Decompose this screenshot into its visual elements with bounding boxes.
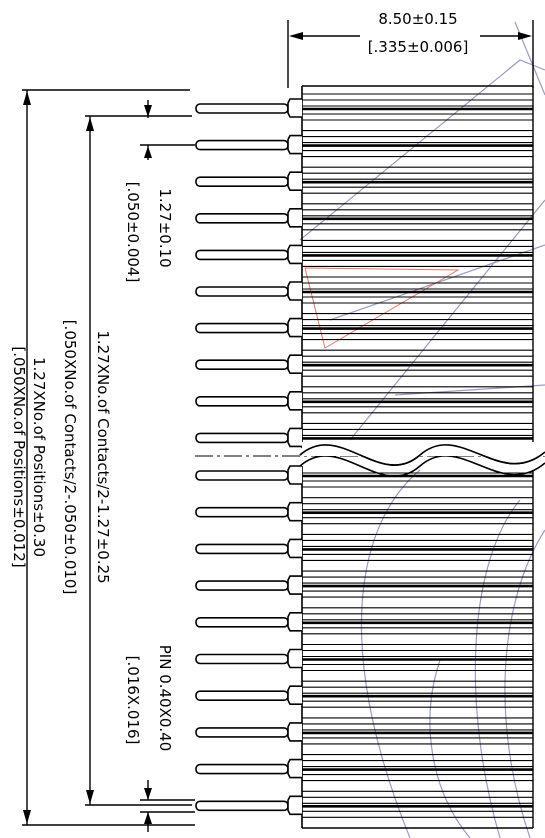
pin-3 [195, 176, 289, 187]
contact-tab-1 [287, 98, 302, 118]
pin-16 [195, 653, 289, 665]
pin-18 [195, 727, 289, 738]
width-dimension [287, 20, 534, 88]
contact-tab-9 [287, 391, 302, 411]
contact-tab-10 [287, 427, 302, 448]
pin-7 [195, 322, 289, 334]
pin-20 [195, 800, 289, 812]
contact-tab-19 [287, 758, 302, 779]
pin-8 [195, 359, 289, 371]
pin-17 [195, 690, 289, 702]
break-line [195, 442, 545, 477]
pin-6 [195, 286, 289, 297]
pin-in-label: [.016X.016] [124, 656, 142, 745]
rotated-labels: [.050XNo.of Positions±0.012] 1.27XNo.of … [10, 182, 174, 752]
contact-tab-11 [287, 465, 302, 485]
contact-tab-2 [287, 134, 302, 155]
pin-4 [195, 213, 289, 224]
pin-2 [195, 139, 289, 151]
pin-1 [195, 103, 289, 114]
pitch-mm-label: 1.27±0.10 [156, 188, 174, 267]
pin-10 [195, 432, 289, 444]
pin-11 [195, 470, 289, 481]
contact-tab-17 [287, 685, 302, 705]
contact-tab-5 [287, 244, 302, 265]
connector-body [301, 85, 534, 829]
width-in-label: [.335±0.006] [368, 38, 469, 56]
watermark-red-triangle [304, 267, 460, 349]
contact-tab-15 [287, 612, 302, 632]
pin-9 [195, 395, 289, 407]
contact-tab-16 [287, 648, 302, 669]
contact-tab-20 [287, 795, 302, 816]
pin-14 [195, 580, 289, 591]
contact-tab-4 [287, 208, 302, 228]
pin-19 [195, 763, 289, 775]
contact-tab-13 [287, 538, 302, 559]
positions-mm-label: 1.27XNo.of Positions±0.30 [30, 357, 48, 557]
contact-tab-8 [287, 354, 302, 374]
pitch-in-label: [.050±0.004] [124, 182, 142, 283]
vertical-dimensions [22, 89, 195, 832]
pin-5 [195, 249, 289, 261]
contacts-mm-label: 1.27XNo.of Contacts/2-1.27±0.25 [94, 330, 112, 583]
pin-12 [195, 506, 289, 518]
contact-tab-6 [287, 281, 302, 301]
pin-13 [195, 543, 289, 555]
pin-15 [195, 616, 289, 628]
pin-row [195, 98, 302, 816]
positions-in-label: [.050XNo.of Positions±0.012] [10, 346, 28, 567]
contacts-in-label: [.050XNo.of Contacts/2-.050±0.010] [61, 320, 79, 595]
pin-mm-label: PIN 0.40X0.40 [156, 645, 174, 752]
contact-tab-3 [287, 171, 302, 191]
width-mm-label: 8.50±0.15 [378, 10, 457, 28]
contact-tab-18 [287, 722, 302, 742]
contact-tab-7 [287, 317, 302, 338]
contact-tab-14 [287, 575, 302, 595]
contact-tab-12 [287, 501, 302, 522]
